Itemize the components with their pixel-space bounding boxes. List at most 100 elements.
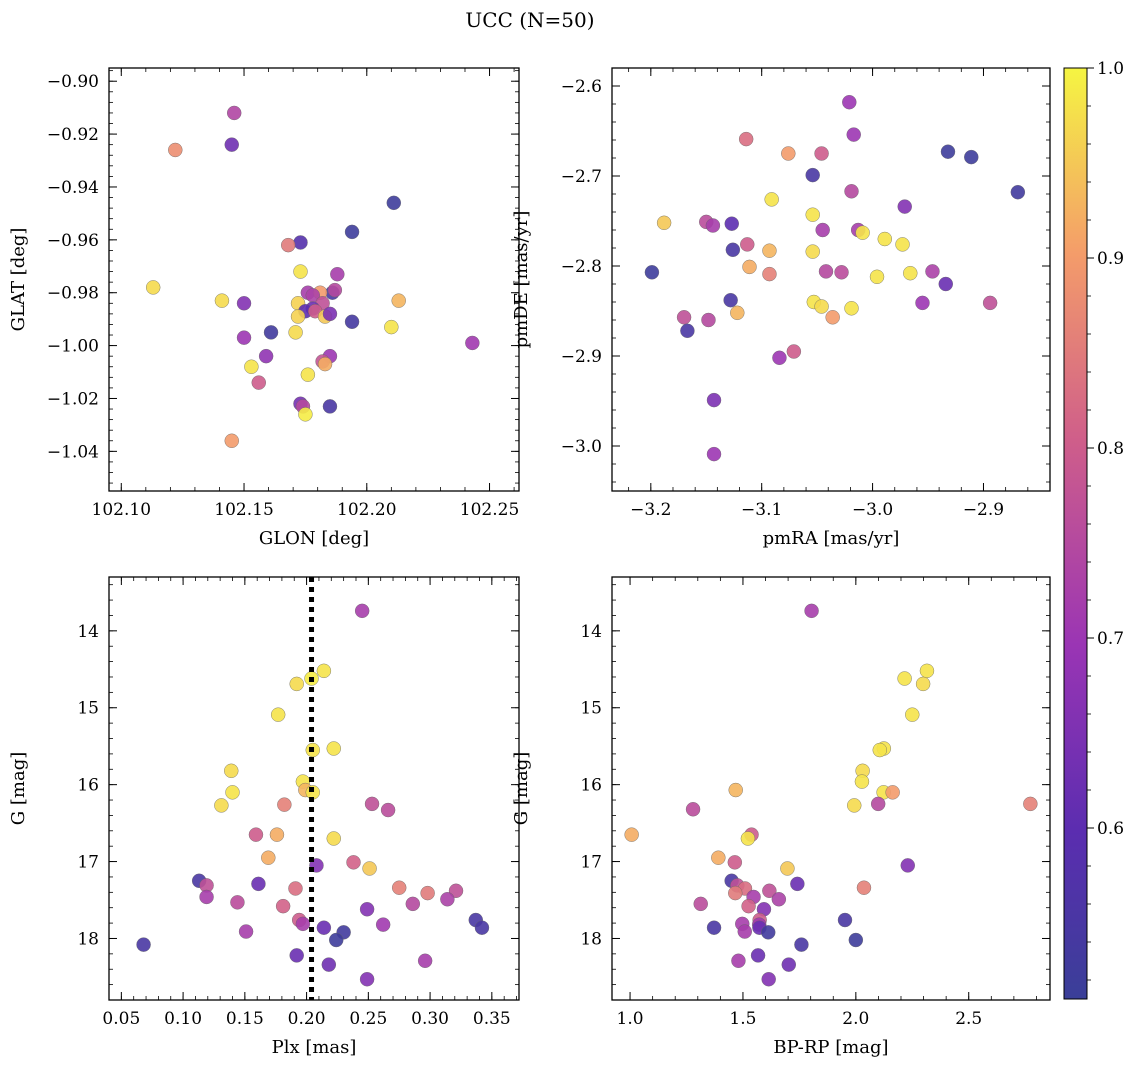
data-point	[329, 932, 344, 948]
data-point	[359, 972, 375, 987]
data-point	[224, 763, 239, 779]
data-point	[982, 295, 998, 311]
y-axis-label: pmDE [mas/yr]	[511, 211, 532, 349]
data-point	[317, 356, 333, 372]
data-point	[781, 957, 796, 972]
x-axis-label: GLON [deg]	[259, 528, 369, 549]
data-point	[392, 880, 407, 895]
data-point	[386, 195, 401, 211]
data-point	[685, 802, 701, 817]
data-point	[199, 889, 214, 905]
data-point	[915, 676, 931, 692]
data-point	[848, 932, 864, 948]
y-tick-label: −1.04	[47, 442, 99, 462]
y-tick-label: −2.7	[561, 167, 602, 187]
data-point	[750, 948, 766, 963]
data-point	[790, 876, 805, 892]
x-tick-label: 0.10	[164, 1009, 202, 1029]
data-point	[420, 885, 435, 901]
data-point	[772, 350, 787, 365]
scatter-points	[624, 603, 1038, 987]
y-tick-label: −2.9	[561, 347, 602, 367]
x-axis-label: BP-RP [mag]	[773, 1037, 888, 1058]
x-tick-label: 0.05	[102, 1009, 140, 1029]
y-tick-label: 14	[77, 622, 99, 642]
data-point	[344, 224, 360, 240]
data-point	[706, 446, 722, 462]
data-point	[903, 266, 918, 281]
data-point	[300, 367, 316, 382]
y-tick-label: 18	[580, 929, 602, 949]
data-point	[238, 924, 254, 939]
data-point	[214, 293, 230, 308]
y-tick-label: 17	[580, 853, 602, 873]
data-point	[764, 192, 779, 207]
data-point	[293, 264, 308, 279]
y-tick-label: −0.94	[47, 178, 99, 198]
colorbar: 0.6 0.7 0.8 0.9 1.0	[1063, 59, 1124, 1000]
x-tick-label: 2.5	[955, 1009, 982, 1029]
scatter-points	[145, 105, 480, 448]
data-point	[705, 218, 721, 233]
data-point	[391, 293, 406, 308]
data-point	[780, 861, 795, 876]
data-point	[168, 142, 183, 158]
x-tick-label: −3.2	[630, 500, 671, 520]
data-point	[897, 199, 912, 214]
x-tick-label: −3.1	[741, 500, 782, 520]
data-point	[263, 325, 279, 340]
data-point	[248, 827, 264, 842]
figure-title: UCC (N=50)	[465, 8, 594, 32]
data-point	[362, 861, 377, 876]
data-point	[380, 802, 396, 818]
data-point	[321, 957, 337, 972]
data-point	[842, 94, 857, 110]
data-point	[964, 149, 979, 165]
data-point	[940, 144, 956, 159]
data-point	[440, 892, 455, 907]
data-point	[905, 707, 920, 722]
data-point	[818, 264, 834, 279]
data-point	[706, 392, 722, 408]
data-point	[742, 259, 757, 275]
x-tick-label: 1.5	[729, 1009, 756, 1029]
scatter-points	[644, 94, 1026, 462]
data-point	[405, 896, 420, 912]
y-tick-label: 18	[77, 929, 99, 949]
data-point	[474, 920, 490, 935]
data-point	[847, 798, 862, 813]
data-point	[375, 917, 391, 932]
data-point	[740, 831, 756, 846]
data-point	[1023, 796, 1038, 812]
data-point	[236, 330, 252, 345]
data-point	[870, 796, 886, 812]
data-point	[925, 264, 940, 279]
data-point	[258, 348, 274, 364]
data-point	[298, 407, 313, 422]
x-tick-label: −3.0	[852, 500, 893, 520]
y-tick-label: 14	[580, 622, 602, 642]
data-point	[465, 335, 480, 351]
data-point	[814, 299, 829, 314]
data-point	[711, 850, 726, 865]
data-point	[869, 269, 885, 284]
colorbar-tick-label: 0.6	[1097, 819, 1124, 839]
data-point	[344, 314, 360, 329]
data-point	[359, 902, 375, 917]
y-tick-label: 17	[77, 853, 99, 873]
x-axis-label: Plx [mas]	[272, 1037, 357, 1058]
data-point	[288, 881, 303, 896]
data-point	[872, 742, 887, 758]
data-point	[738, 131, 754, 147]
data-point	[227, 105, 242, 121]
data-point	[727, 855, 743, 870]
data-point	[1010, 184, 1026, 200]
data-point	[225, 785, 240, 800]
data-point	[938, 276, 953, 292]
data-point	[771, 892, 787, 907]
data-point	[417, 953, 433, 968]
data-point	[805, 244, 820, 259]
data-point	[900, 858, 915, 873]
data-point	[725, 242, 741, 258]
